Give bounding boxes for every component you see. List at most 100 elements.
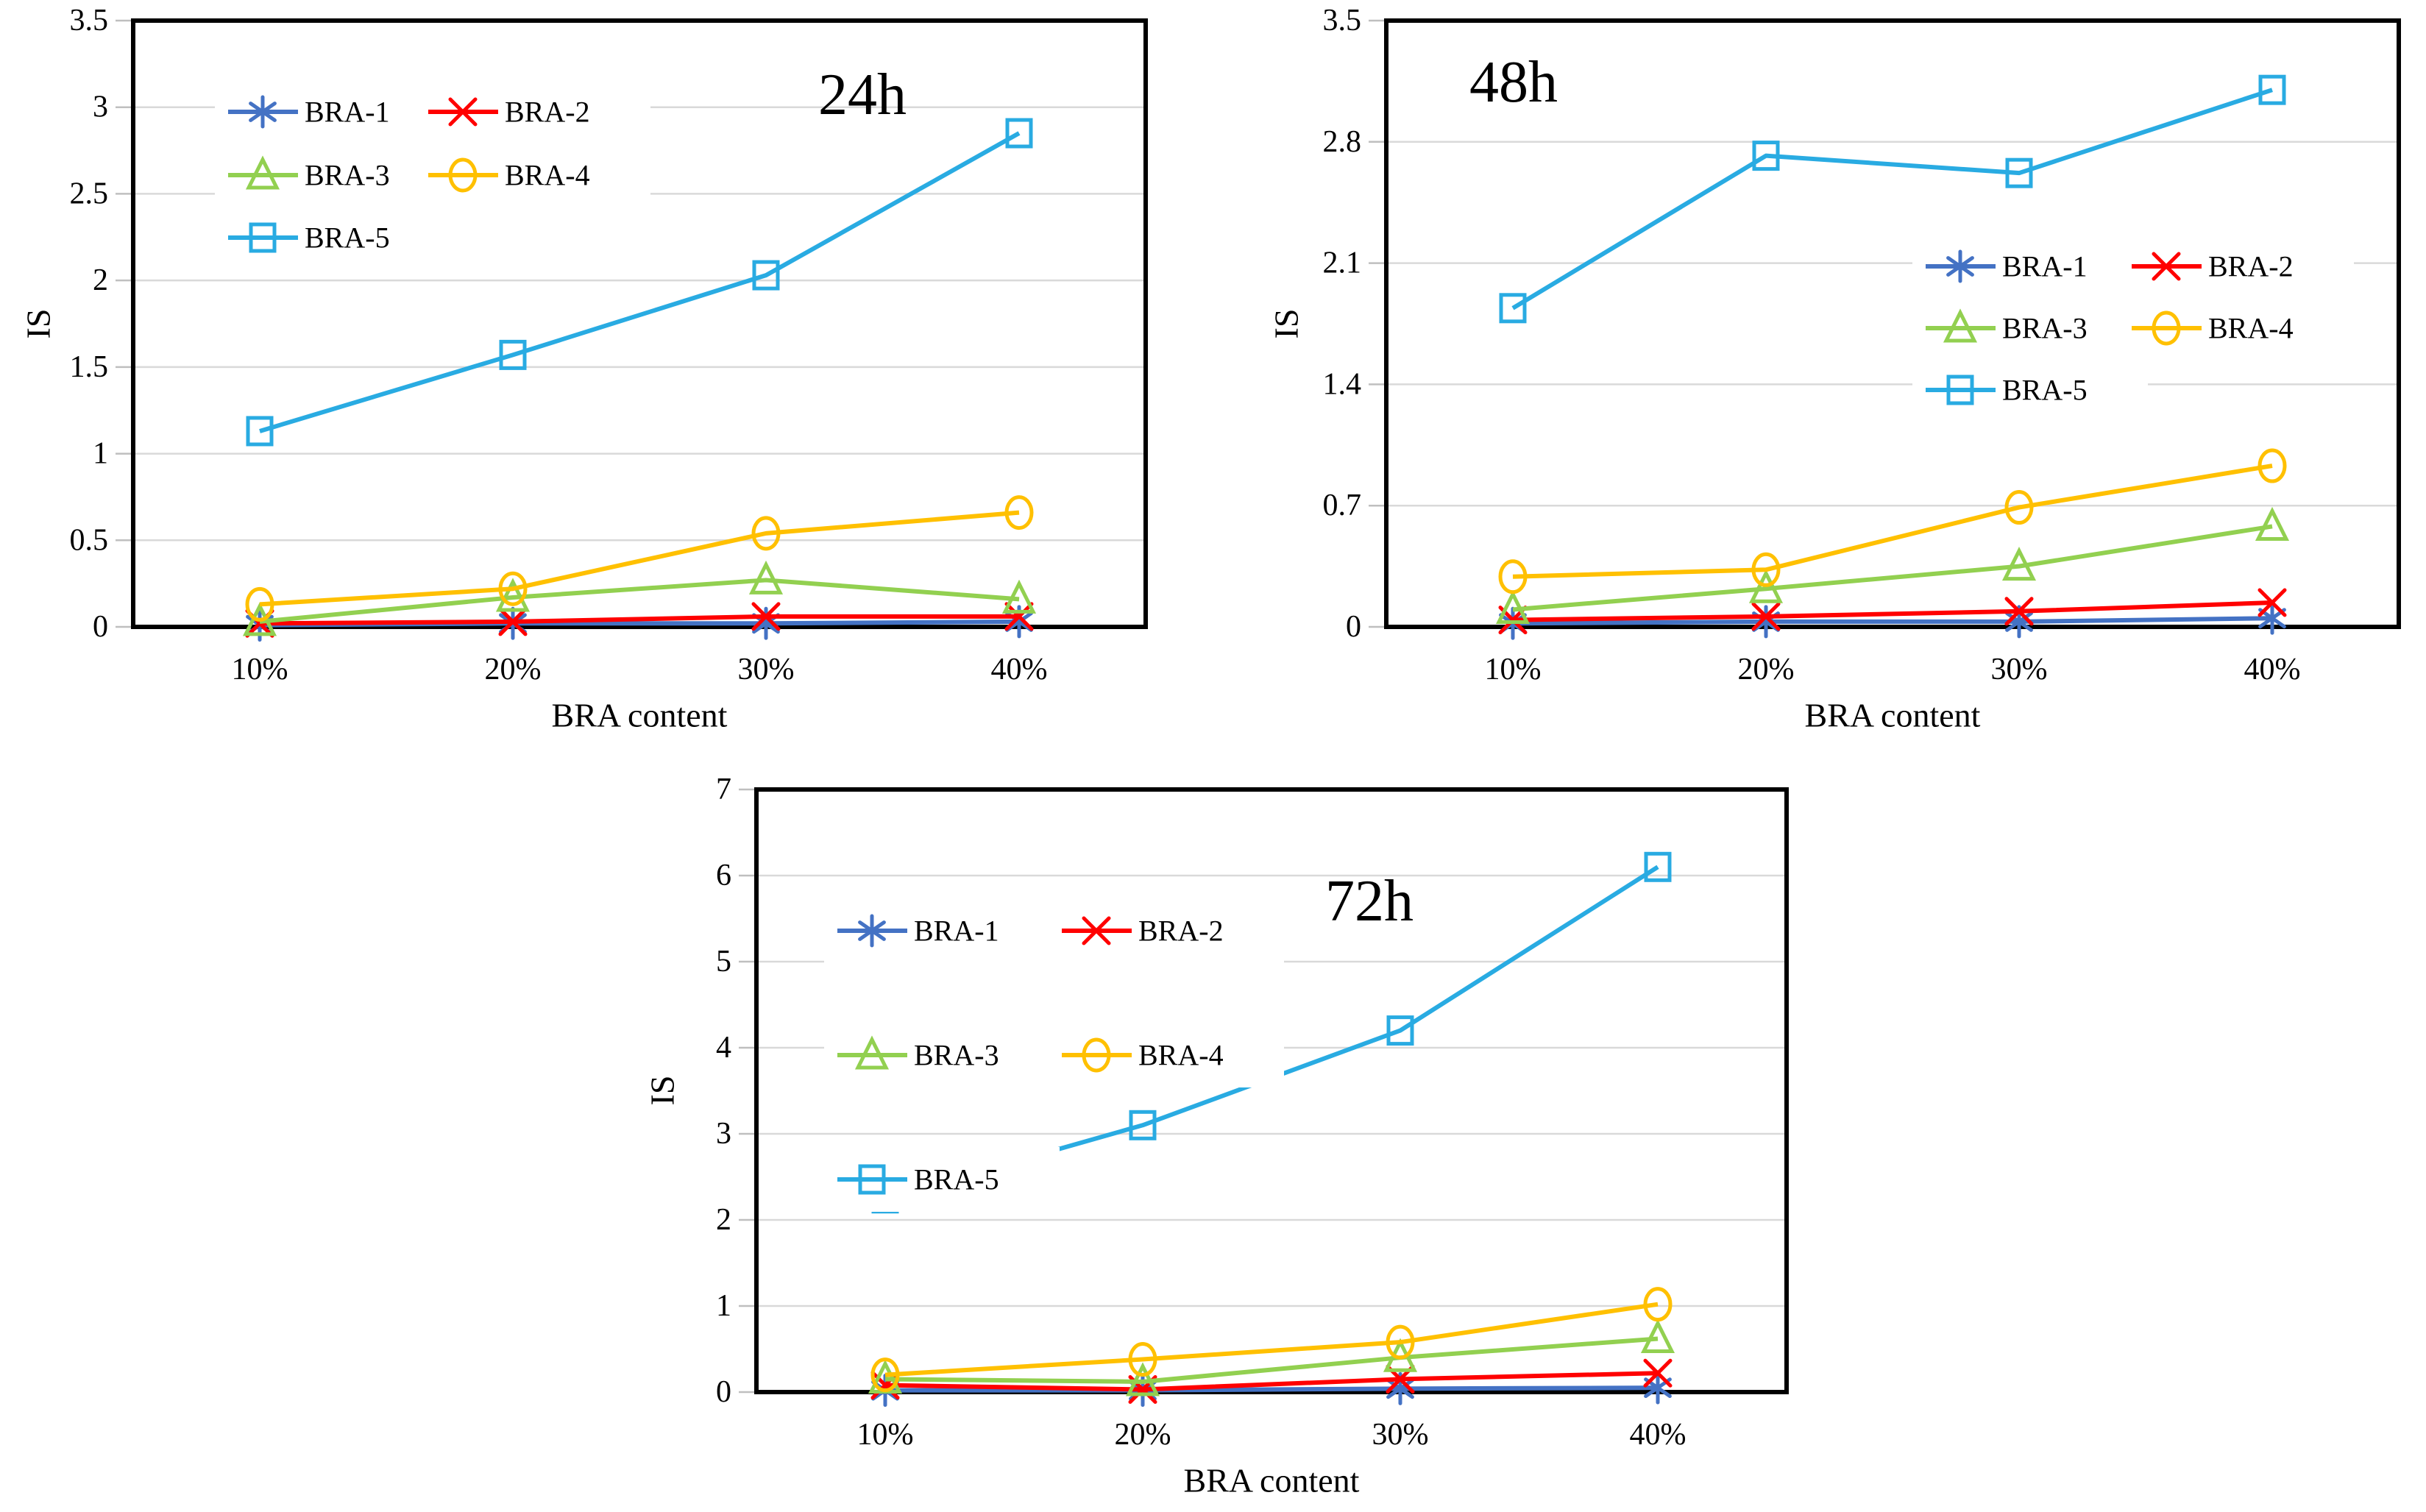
y-tick-label: 1 (716, 1289, 731, 1323)
series-line-BRA-3 (884, 1336, 1659, 1384)
legend-label: BRA-4 (505, 159, 590, 192)
legend-marker-BRA-1 (1946, 249, 1974, 283)
legend-label: BRA-1 (305, 96, 390, 129)
y-tick-label: 1 (93, 437, 108, 471)
y-tick-label: 0 (93, 610, 108, 644)
series-line-BRA-3 (259, 578, 1020, 624)
marker-BRA-5 (499, 339, 527, 370)
legend-label: BRA-2 (2208, 250, 2294, 283)
legend-label: BRA-1 (914, 915, 999, 948)
marker-BRA-3 (1748, 569, 1784, 603)
chart-72h: BRA-1 BRA-2 BRA-3 BRA-4 BRA-5 72h 0 1 2 3 4 5 6 7 10% 2… (644, 773, 1789, 1499)
marker-BRA-4 (751, 516, 781, 551)
series-line-BRA-5 (1511, 88, 2273, 310)
x-tick-label: 40% (991, 653, 1048, 686)
x-tick-label: 10% (857, 1418, 914, 1452)
marker-BRA-2 (2004, 597, 2034, 626)
legend-marker-BRA-2 (1082, 916, 1111, 945)
y-tick-label: 4 (716, 1031, 731, 1065)
legend-chart-72h: BRA-1 BRA-2 BRA-3 BRA-4 BRA-5 (824, 898, 1284, 1212)
legend-marker-BRA-2 (2152, 252, 2181, 281)
legend-marker-BRA-5 (1946, 375, 1974, 405)
marker-BRA-5 (1752, 141, 1780, 171)
marker-BRA-5 (1644, 851, 1672, 882)
y-tick-label: 3 (93, 90, 108, 124)
x-tick-label: 20% (1115, 1418, 1171, 1452)
marker-BRA-3 (242, 602, 277, 636)
y-tick-label: 5 (716, 945, 731, 979)
legend-label: BRA-3 (305, 159, 390, 192)
marker-BRA-4 (245, 586, 274, 622)
marker-BRA-3 (2001, 547, 2037, 581)
y-tick-label: 3.5 (1323, 4, 1362, 38)
legend-marker-BRA-2 (448, 97, 478, 127)
series-line-BRA-2 (1512, 600, 2273, 622)
y-axis-label: IS (1268, 309, 1305, 339)
series-line-BRA-2 (259, 614, 1019, 626)
y-tick-label: 3 (716, 1117, 731, 1151)
plot-border (131, 18, 1148, 629)
legend-marker-BRA-3 (1943, 308, 1978, 343)
y-tick-label: 1.5 (70, 350, 109, 384)
x-tick-label: 40% (1630, 1418, 1687, 1452)
legend-label: BRA-4 (2208, 312, 2294, 345)
marker-BRA-3 (748, 560, 784, 594)
legend-item-BRA-3: BRA-3 (824, 1023, 1060, 1087)
marker-BRA-4 (1004, 495, 1034, 530)
x-tick-label: 10% (232, 653, 288, 686)
legend-chart-24h: BRA-1 BRA-2 BRA-3 BRA-4 BRA-5 (215, 79, 650, 270)
legend-item-BRA-3: BRA-3 (1912, 296, 2148, 361)
y-tick-label: 7 (716, 773, 731, 806)
marker-BRA-5 (246, 416, 274, 447)
series-line-BRA-2 (884, 1371, 1659, 1392)
marker-BRA-5 (2005, 157, 2033, 188)
y-tick-label: 2.1 (1323, 246, 1362, 280)
series-line-BRA-3 (1512, 524, 2273, 612)
y-tick-label: 3.5 (70, 4, 109, 38)
legend-marker-BRA-5 (858, 1164, 886, 1195)
legend-marker-BRA-4 (448, 157, 478, 193)
marker-BRA-4 (2004, 490, 2034, 525)
legend-marker-BRA-5 (249, 222, 277, 253)
marker-BRA-4 (870, 1357, 900, 1393)
legend-marker-BRA-1 (858, 914, 886, 948)
chart-title-72h: 72h (1325, 869, 1414, 934)
y-tick-label: 2.8 (1323, 125, 1362, 159)
x-axis-label: BRA content (552, 697, 728, 734)
legend-label: BRA-2 (505, 96, 590, 129)
x-axis-label: BRA content (1184, 1462, 1360, 1499)
y-tick-label: 0.5 (70, 523, 109, 557)
marker-BRA-4 (1643, 1287, 1673, 1322)
legend-label: BRA-5 (305, 221, 390, 255)
legend-item-BRA-1: BRA-1 (824, 898, 1060, 963)
x-tick-label: 10% (1485, 653, 1542, 686)
legend-label: BRA-4 (1138, 1039, 1224, 1072)
marker-BRA-2 (1751, 602, 1781, 631)
marker-BRA-4 (1386, 1324, 1415, 1360)
legend-item-BRA-4: BRA-4 (415, 143, 650, 207)
legend-marker-BRA-4 (2152, 310, 2181, 346)
legend-label: BRA-5 (2002, 374, 2088, 407)
y-tick-label: 2 (716, 1203, 731, 1237)
x-tick-label: 30% (1372, 1418, 1429, 1452)
marker-BRA-2 (751, 602, 781, 631)
x-axis-label: BRA content (1805, 697, 1981, 734)
legend-marker-BRA-3 (854, 1035, 890, 1070)
legend-item-BRA-1: BRA-1 (1912, 234, 2148, 299)
x-tick-label: 40% (2244, 653, 2301, 686)
series-line-BRA-5 (259, 131, 1021, 433)
legend-label: BRA-5 (914, 1163, 999, 1196)
marker-BRA-3 (1640, 1318, 1675, 1353)
marker-BRA-5 (1005, 118, 1033, 149)
series-line-BRA-4 (884, 1302, 1659, 1377)
marker-BRA-5 (1129, 1110, 1157, 1140)
legend-item-BRA-2: BRA-2 (415, 79, 650, 144)
marker-BRA-3 (2255, 506, 2290, 541)
legend-item-BRA-2: BRA-2 (1049, 898, 1284, 963)
y-tick-label: 0 (716, 1375, 731, 1409)
marker-BRA-4 (498, 571, 528, 606)
marker-BRA-5 (752, 260, 780, 291)
plot-border (1384, 18, 2401, 629)
